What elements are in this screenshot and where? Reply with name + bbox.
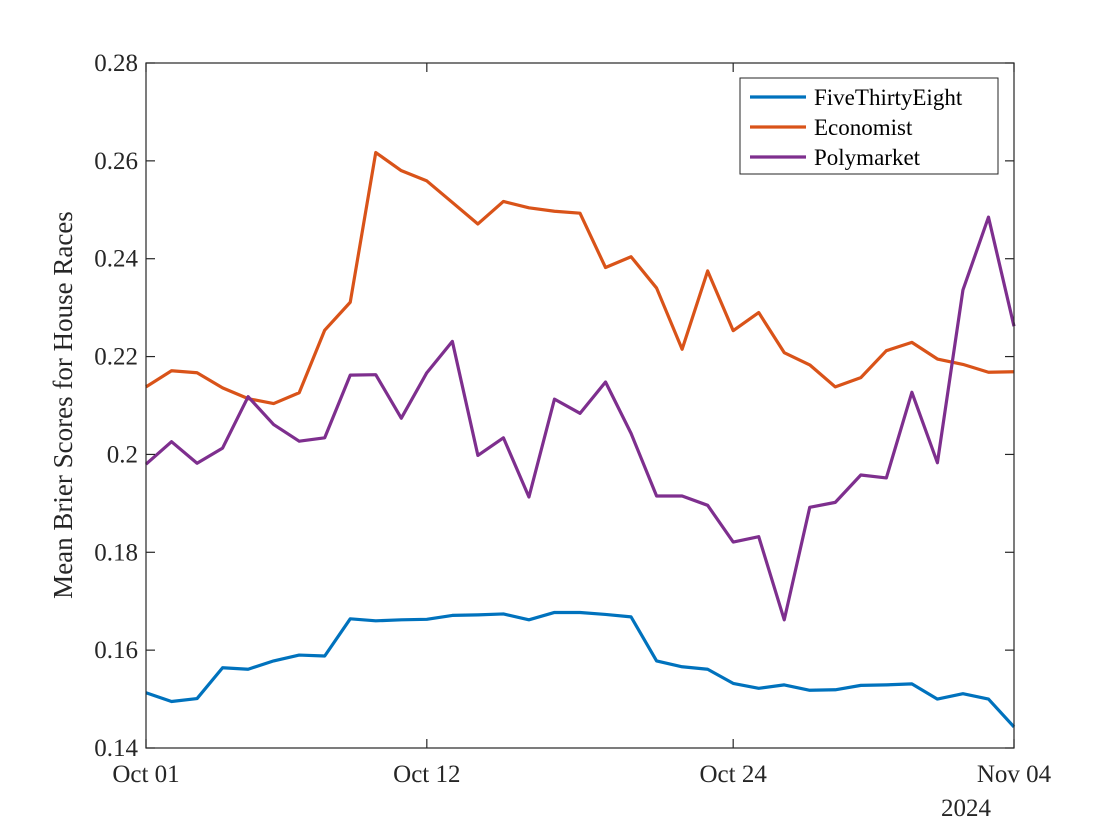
y-axis-label: Mean Brier Scores for House Races	[48, 211, 78, 599]
x-tick-label: Oct 24	[699, 761, 767, 788]
legend: FiveThirtyEight Economist Polymarket	[739, 77, 999, 175]
x-secondary-label: 2024	[941, 795, 992, 822]
axes-box	[145, 62, 1015, 749]
tick-marks	[145, 62, 1015, 749]
y-tick-label: 0.26	[94, 148, 138, 175]
y-tick-label: 0.22	[94, 344, 138, 371]
legend-label-economist: Economist	[814, 115, 913, 140]
x-tick-label: Nov 04	[977, 761, 1052, 788]
y-tick-label: 0.18	[94, 539, 138, 566]
series-line-economist	[145, 150, 1015, 406]
y-tick-label: 0.24	[94, 246, 138, 273]
y-tick-label: 0.14	[94, 735, 138, 762]
x-tick-label: Oct 01	[112, 761, 179, 788]
series-line-fivethirtyeight	[145, 610, 1016, 729]
axes-frame	[145, 62, 1015, 749]
y-tick-label: 0.2	[107, 441, 138, 468]
series-line-polymarket	[144, 215, 1016, 622]
y-tick-label: 0.16	[94, 637, 138, 664]
series-layer	[144, 150, 1016, 729]
x-tick-labels: Oct 01 Oct 12 Oct 24 Nov 04	[112, 761, 1051, 788]
y-tick-label: 0.28	[94, 50, 138, 77]
x-tick-label: Oct 12	[393, 761, 460, 788]
legend-label-fivethirtyeight: FiveThirtyEight	[814, 85, 963, 110]
plot-area	[146, 63, 1014, 748]
legend-label-polymarket: Polymarket	[814, 145, 921, 170]
y-tick-labels: 0.14 0.16 0.18 0.2 0.22 0.24 0.26 0.28	[94, 50, 138, 762]
